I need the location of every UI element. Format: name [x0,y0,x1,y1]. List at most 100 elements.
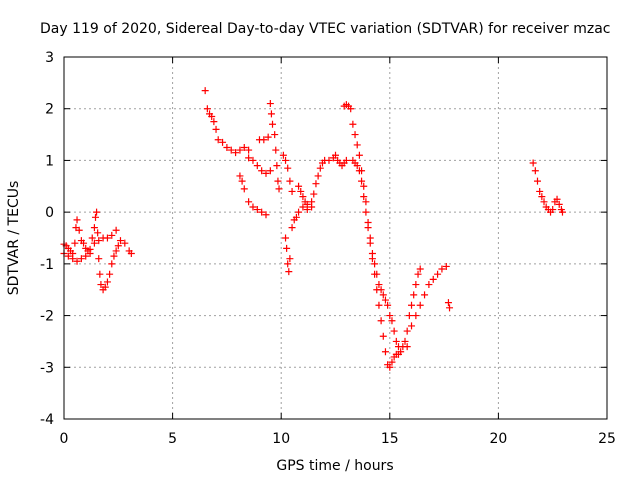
data-point [353,162,361,170]
y-tick-label: 3 [45,50,54,66]
data-point [332,151,339,159]
data-point [106,270,114,278]
data-point [558,208,566,216]
data-point [271,131,279,139]
data-point [208,112,216,120]
data-point [249,156,257,164]
data-point [110,252,118,260]
data-point [258,208,266,216]
grid [63,56,608,420]
data-point [262,211,270,219]
data-point [93,208,101,216]
data-point [549,206,557,214]
data-point [388,358,396,366]
data-point [442,262,450,270]
data-point [405,312,413,320]
data-point [355,167,363,175]
data-point [88,234,96,242]
x-tick-label: 15 [381,431,399,447]
data-point [95,255,103,263]
data-point [434,270,442,278]
data-point [412,312,420,320]
data-point [553,195,561,203]
data-point [112,247,120,255]
data-point [403,327,411,335]
data-point [260,136,268,144]
data-point [267,110,275,118]
data-point [116,237,124,245]
data-point [249,203,257,211]
data-point [531,167,539,175]
x-tick-label: 5 [168,431,177,447]
data-point [421,291,429,299]
data-point [75,226,83,234]
data-point [373,270,381,278]
data-point [379,291,387,299]
data-point [342,156,350,164]
data-point [286,255,294,263]
data-point [103,278,111,286]
data-point [108,231,116,239]
data-point [303,206,311,214]
data-point [401,337,409,345]
y-tick-label: -2 [40,309,54,325]
data-point [377,317,385,325]
data-point [258,167,266,175]
data-point [438,265,446,273]
data-point [238,177,246,185]
y-tick-label: -1 [40,257,54,273]
data-point [429,275,437,283]
data-point [351,131,359,139]
data-point [314,172,322,180]
data-point [114,242,122,250]
data-point [253,206,261,214]
data-point [103,234,111,242]
data-point [91,213,99,221]
data-point [377,286,385,294]
data-point [299,193,307,201]
data-point [279,151,287,159]
x-tick-label: 20 [489,431,507,447]
data-point [310,190,318,198]
data-point [416,265,424,273]
data-point [266,167,274,175]
data-point [538,193,546,201]
data-point [381,296,389,304]
data-point [362,208,370,216]
data-point [223,144,231,151]
data-point [64,252,72,260]
data-point [295,182,303,190]
data-point [375,281,383,289]
data-point [97,281,105,289]
y-tick-label: 0 [45,205,54,221]
data-point [288,187,296,195]
data-point [299,203,307,211]
data-point [90,239,98,247]
data-point [288,224,296,232]
data-point [232,149,240,157]
data-point [388,317,396,325]
data-point [273,162,281,170]
data-point [69,255,77,263]
data-point [284,164,292,172]
data-point [536,187,544,195]
data-point [371,260,379,268]
data-point [245,146,253,154]
data-point [275,185,283,193]
data-point [386,363,394,371]
data-point [240,185,248,193]
data-point [397,348,405,356]
data-point [355,151,363,159]
y-tick-label: 1 [45,153,54,169]
data-point [292,213,300,221]
data-point [112,226,120,234]
data-point [416,301,424,309]
data-points [60,87,566,371]
data-point [353,141,361,149]
data-point [283,244,291,252]
data-point [236,172,244,180]
x-tick-label: 25 [598,431,616,447]
data-point [77,255,85,263]
data-point [73,216,81,224]
